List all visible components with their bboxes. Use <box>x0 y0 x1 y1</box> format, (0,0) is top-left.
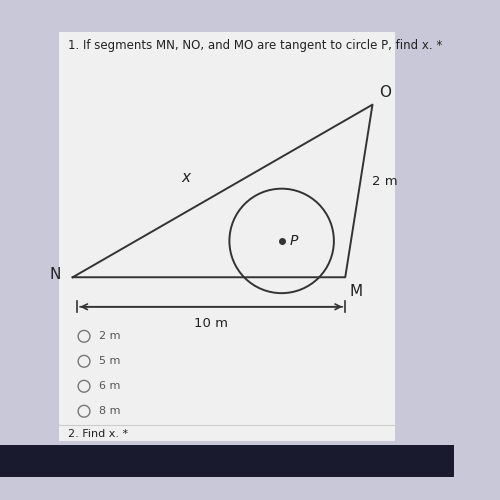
Bar <box>0 446 454 477</box>
Text: 10 m: 10 m <box>194 317 228 330</box>
Text: O: O <box>380 85 392 100</box>
Text: 2 m: 2 m <box>98 332 120 342</box>
Text: N: N <box>50 268 62 282</box>
Text: 5 m: 5 m <box>98 356 120 366</box>
Text: x: x <box>182 170 190 185</box>
Text: 8 m: 8 m <box>98 406 120 416</box>
Text: M: M <box>350 284 363 299</box>
Text: 2 m: 2 m <box>372 176 398 188</box>
Text: 1. If segments MN, NO, and MO are tangent to circle P, find x. *: 1. If segments MN, NO, and MO are tangen… <box>68 39 442 52</box>
FancyBboxPatch shape <box>59 32 395 441</box>
Text: 2. Find x. *: 2. Find x. * <box>68 430 128 440</box>
Text: 6 m: 6 m <box>98 382 120 392</box>
Text: P: P <box>290 234 298 248</box>
